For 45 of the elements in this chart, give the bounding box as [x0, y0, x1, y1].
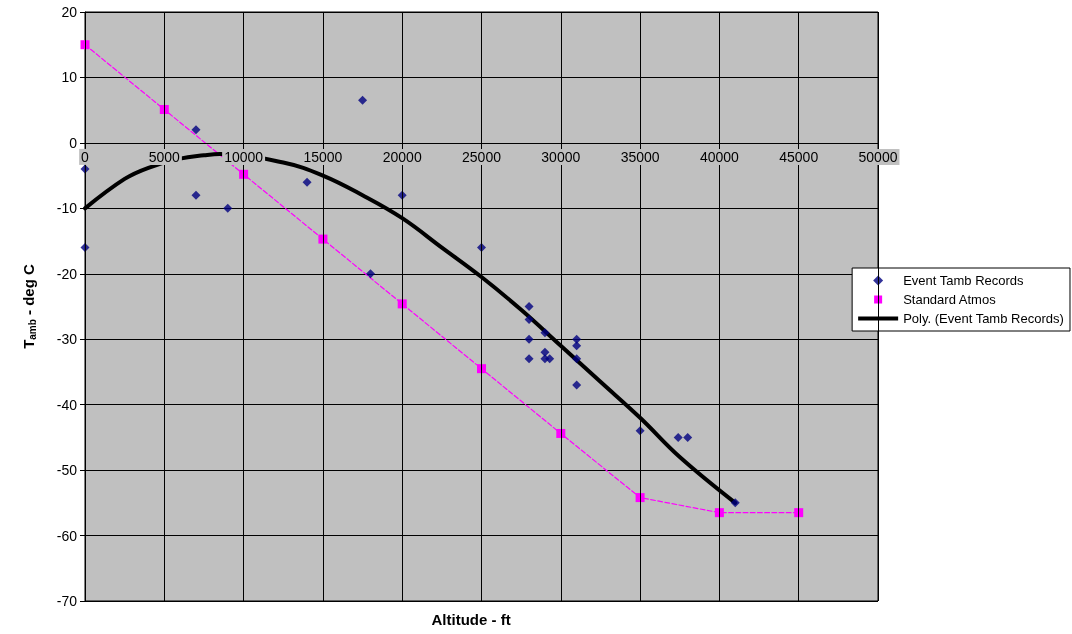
x-tick-label: 40000: [699, 148, 740, 165]
point: [302, 177, 312, 187]
y-tick-label: 20: [61, 4, 78, 20]
x-tick-label: 25000: [462, 148, 502, 165]
x-tick-label: 35000: [620, 148, 660, 165]
y-tick-label: -60: [56, 527, 78, 544]
y-tick-label: -10: [56, 200, 78, 217]
point: [572, 341, 582, 351]
legend-label: Standard Atmos: [903, 292, 997, 307]
point: [524, 354, 534, 364]
point: [524, 302, 534, 311]
x-tick-label: 0: [81, 148, 90, 165]
y-tick-label: -40: [56, 396, 78, 413]
point: [223, 203, 233, 213]
point: [524, 334, 534, 344]
x-tick-label: 15000: [303, 148, 343, 165]
point: [365, 269, 375, 279]
x-tick-label: 20000: [382, 148, 422, 165]
point: [545, 354, 555, 364]
point: [683, 432, 693, 442]
point: [730, 498, 740, 508]
y-tick-label: -20: [56, 265, 78, 282]
point: [540, 328, 550, 338]
point: [191, 125, 201, 135]
point: [673, 432, 683, 442]
point: [524, 315, 534, 325]
y-axis-title: Tamb - deg C: [19, 263, 38, 349]
point: [358, 95, 368, 105]
y-tick-label: 0: [69, 134, 78, 151]
legend-label: Poly. (Event Tamb Records): [903, 311, 1064, 326]
point: [572, 380, 582, 390]
y-tick-label: -30: [56, 331, 78, 348]
y-tick-label: 10: [61, 69, 78, 86]
y-tick-label: -70: [56, 593, 78, 609]
point: [572, 354, 582, 364]
legend-label: Event Tamb Records: [903, 273, 1025, 288]
point: [540, 347, 550, 357]
x-tick-label: 5000: [148, 148, 181, 165]
x-tick-label: 45000: [779, 148, 819, 165]
x-tick-label: 10000: [224, 148, 264, 165]
x-axis-title: Altitude - ft: [431, 611, 511, 628]
x-tick-label: 30000: [541, 148, 581, 165]
y-tick-label: -50: [56, 462, 78, 479]
point: [191, 190, 201, 200]
x-tick-label: 50000: [858, 148, 898, 165]
